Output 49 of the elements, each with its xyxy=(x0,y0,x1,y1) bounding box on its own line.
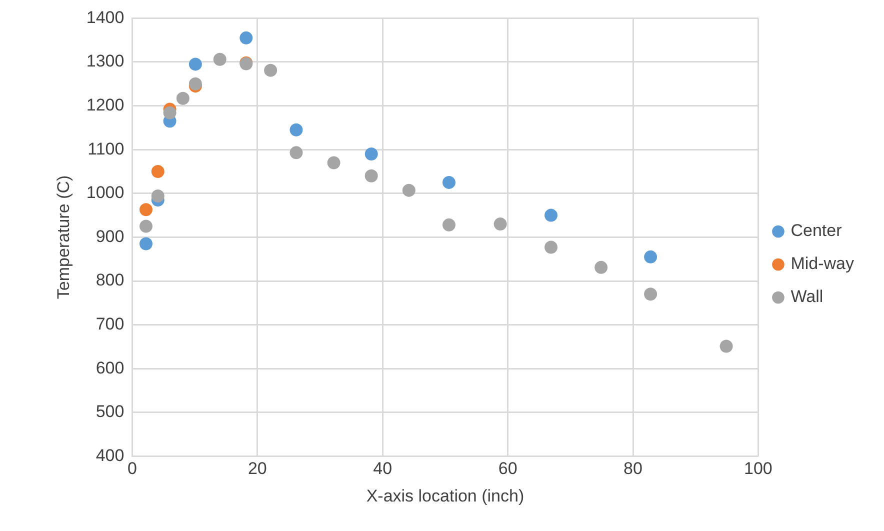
point xyxy=(402,184,416,197)
y-tick-label: 1400 xyxy=(86,8,124,27)
y-tick-label: 600 xyxy=(96,358,124,378)
y-axis-title: Temperature (C) xyxy=(54,175,73,300)
point xyxy=(290,146,303,160)
point xyxy=(188,77,202,90)
point xyxy=(188,58,202,71)
point xyxy=(544,208,558,222)
x-tick-label: 40 xyxy=(373,459,392,478)
point xyxy=(264,64,278,77)
point xyxy=(544,240,558,254)
point xyxy=(163,106,176,120)
legend-label: Mid-way xyxy=(790,254,854,274)
point xyxy=(442,218,456,232)
x-tick-label: 20 xyxy=(248,459,267,478)
x-tick-label: 100 xyxy=(744,459,772,478)
point xyxy=(139,203,152,216)
point xyxy=(594,260,608,274)
x-axis-title: X-axis location (inch) xyxy=(366,486,524,506)
y-tick-label: 1300 xyxy=(86,52,124,71)
point xyxy=(290,123,303,136)
point xyxy=(364,169,378,182)
x-tick-label: 60 xyxy=(498,459,518,478)
point xyxy=(151,165,164,178)
legend-label: Wall xyxy=(790,287,824,306)
y-tick-label: 400 xyxy=(96,446,124,465)
point xyxy=(720,340,733,353)
point xyxy=(644,250,658,264)
y-tick-label: 800 xyxy=(96,270,124,290)
y-tick-label: 1200 xyxy=(86,95,124,114)
y-tick-label: 1000 xyxy=(86,183,124,202)
point xyxy=(139,220,152,233)
point xyxy=(240,31,253,44)
y-tick-label: 700 xyxy=(96,314,124,334)
point xyxy=(176,92,190,105)
x-tick-label: 80 xyxy=(624,459,642,478)
point xyxy=(364,147,378,160)
x-tick-label: 0 xyxy=(127,459,137,478)
legend-label: Center xyxy=(790,221,842,240)
point xyxy=(644,288,658,301)
y-tick-label: 900 xyxy=(96,226,124,246)
point xyxy=(327,156,340,170)
point xyxy=(494,218,507,231)
point xyxy=(139,237,152,250)
point xyxy=(442,176,456,189)
y-tick-label: 500 xyxy=(96,402,124,422)
point xyxy=(151,190,164,203)
y-tick-label: 1100 xyxy=(88,139,124,158)
point xyxy=(213,52,226,66)
